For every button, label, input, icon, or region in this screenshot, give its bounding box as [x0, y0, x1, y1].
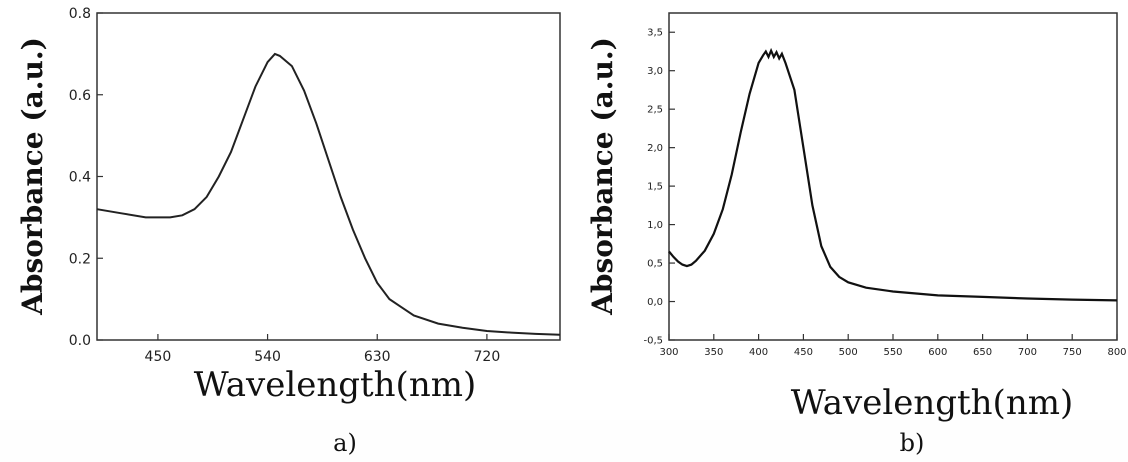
y-tick-label-b: 2,0: [647, 143, 663, 154]
y-tick-label-b: 1,5: [647, 182, 663, 193]
watermark-band: [0, 420, 1128, 462]
y-tick-label-a: 0.0: [69, 333, 91, 349]
x-axis-label-a: Wavelength(nm): [194, 365, 476, 405]
y-tick-label-b: 0,0: [647, 297, 663, 308]
y-tick-label-b: 3,5: [647, 28, 663, 39]
y-axis-label-a: Absorbance (a.u.): [16, 37, 49, 316]
x-tick-label-a: 450: [145, 349, 172, 365]
y-tick-label-b: 3,0: [647, 66, 663, 77]
x-axis-b: 300 350 400 450 500 550 600 650 700 750 800: [659, 334, 1127, 358]
x-tick-label-b: 400: [749, 347, 768, 358]
x-tick-label-b: 500: [839, 347, 858, 358]
x-tick-label-b: 650: [973, 347, 992, 358]
panel-label-a: a): [333, 429, 357, 457]
y-tick-label-b: -0,5: [643, 336, 663, 347]
y-axis-label-b: Absorbance (a.u.): [586, 37, 619, 316]
y-tick-label-b: 2,5: [647, 105, 663, 116]
y-tick-label-b: 0,5: [647, 259, 663, 270]
x-tick-label-b: 450: [794, 347, 813, 358]
y-tick-label-b: 1,0: [647, 220, 663, 231]
x-axis-label-b: Wavelength(nm): [791, 383, 1073, 423]
y-tick-label-a: 0.6: [69, 88, 91, 104]
x-tick-label-b: 300: [659, 347, 678, 358]
plot-frame-a: [96, 12, 561, 341]
x-tick-label-b: 550: [883, 347, 902, 358]
x-tick-label-a: 540: [254, 349, 281, 365]
y-tick-label-a: 0.2: [69, 251, 91, 267]
y-tick-label-a: 0.8: [69, 6, 91, 22]
y-axis-a: 0.0 0.2 0.4 0.6 0.8: [69, 6, 103, 349]
x-tick-label-b: 600: [928, 347, 947, 358]
absorbance-curve-b: [668, 47, 1118, 302]
x-tick-label-b: 700: [1018, 347, 1037, 358]
x-axis-a: 450 540 630 720: [145, 334, 501, 365]
y-axis-b: -0,5 0,0 0,5 1,0 1,5 2,0 2,5 3,0 3,5: [643, 28, 675, 347]
x-tick-label-a: 630: [364, 349, 391, 365]
y-tick-label-a: 0.4: [69, 170, 91, 186]
chart-panel-a: 0.0 0.2 0.4 0.6 0.8 450 540 630 720 Absorbance …: [16, 6, 561, 457]
x-tick-label-b: 750: [1063, 347, 1082, 358]
x-tick-label-b: 350: [704, 347, 723, 358]
panel-label-b: b): [900, 429, 925, 457]
chart-panel-b: -0,5 0,0 0,5 1,0 1,5 2,0 2,5 3,0 3,5 300 350 400 45…: [586, 12, 1127, 457]
x-tick-label-b: 800: [1107, 347, 1126, 358]
absorbance-curve-a: [96, 52, 561, 336]
x-tick-label-a: 720: [474, 349, 501, 365]
